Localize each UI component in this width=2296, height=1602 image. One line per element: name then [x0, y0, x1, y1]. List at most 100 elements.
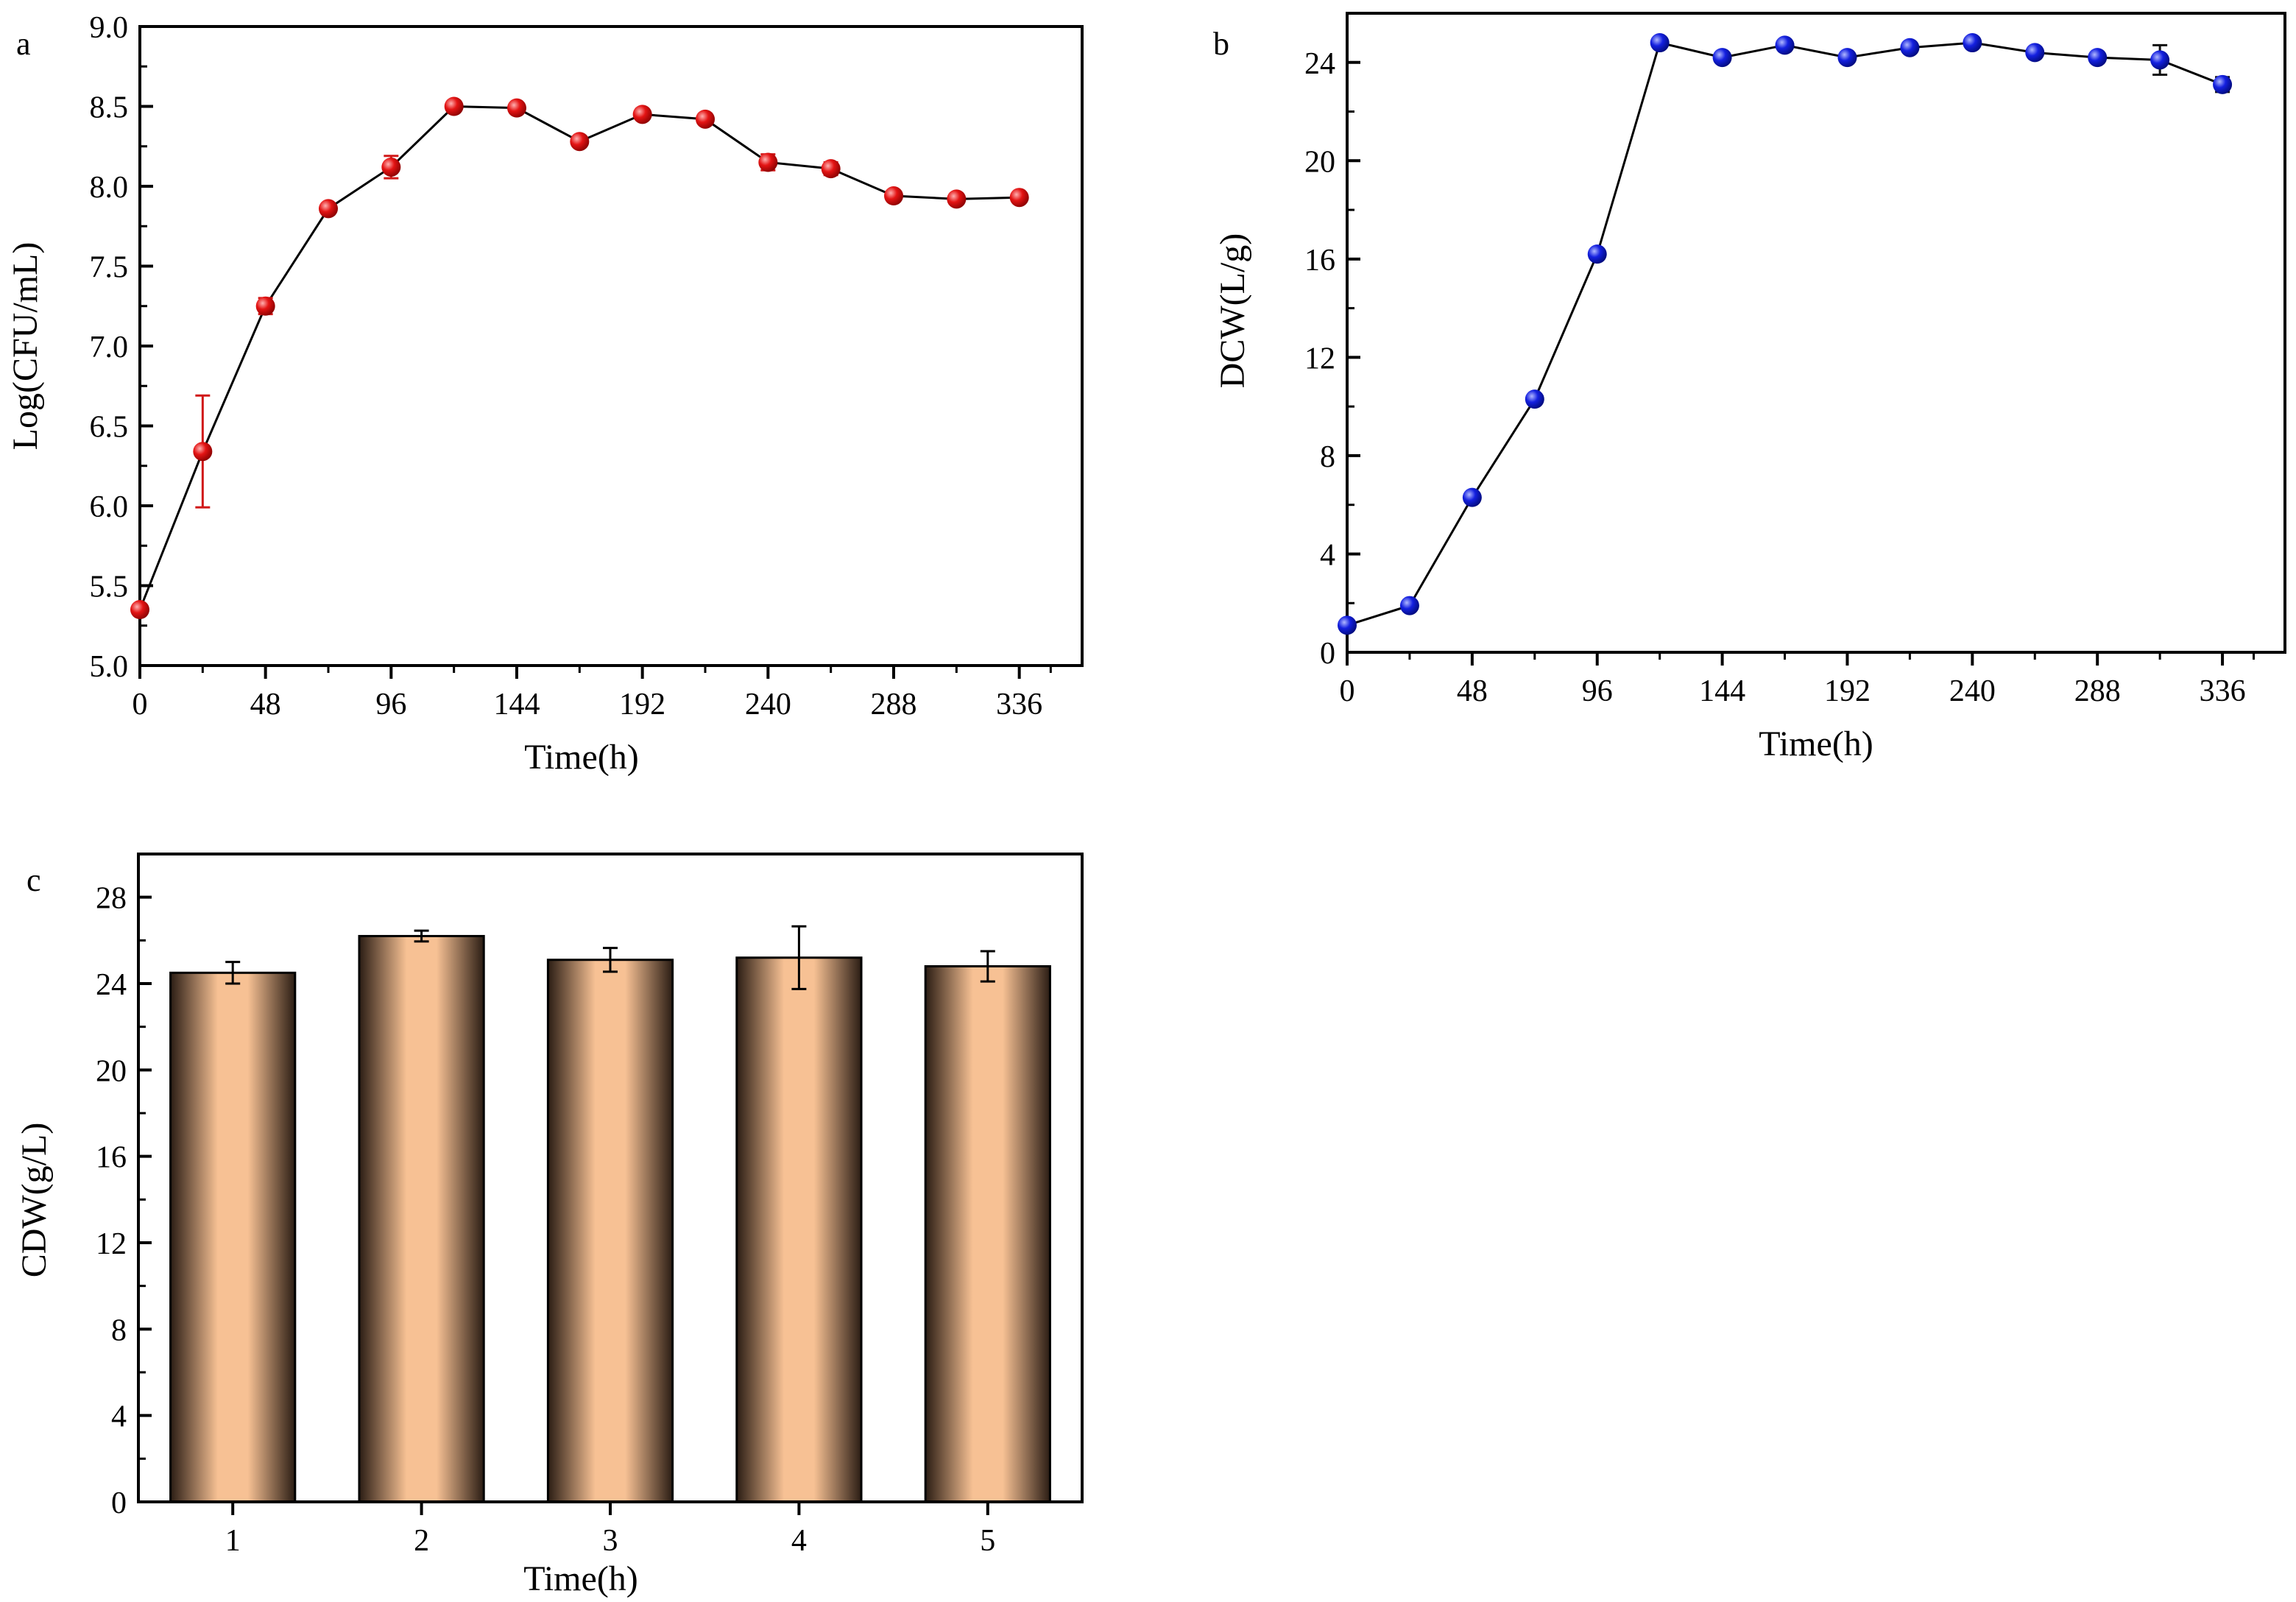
a-data-point [758, 152, 778, 172]
b-data-point [1963, 33, 1982, 53]
a-data-point [632, 105, 652, 124]
panel-a-letter: a [16, 26, 31, 62]
c-bar [546, 959, 674, 1503]
b-x-tick-label: 192 [1824, 674, 1871, 708]
panel-b-x-axis-label: Time(h) [1759, 724, 1873, 763]
c-y-tick-label: 0 [111, 1486, 127, 1520]
b-data-point [2088, 48, 2108, 68]
b-data-point [1338, 615, 1357, 635]
a-y-tick-label: 8.0 [90, 171, 129, 205]
c-bar [358, 934, 485, 1503]
c-y-tick-label: 8 [111, 1313, 127, 1347]
c-y-tick-label: 28 [96, 882, 127, 916]
b-data-point [1587, 244, 1607, 264]
panel-c-y-axis-label: CDW(g/L) [15, 1123, 54, 1278]
a-x-tick-label: 240 [745, 688, 791, 721]
c-y-tick-label: 12 [96, 1227, 127, 1261]
b-data-point [2213, 74, 2233, 94]
a-x-tick-label: 288 [871, 688, 917, 721]
a-y-tick-label: 5.0 [90, 650, 129, 684]
c-y-tick-label: 24 [96, 968, 127, 1002]
b-data-point [1837, 48, 1857, 68]
a-data-point [444, 96, 464, 116]
c-x-tick-label: 2 [414, 1524, 429, 1558]
panel-c-letter: c [27, 862, 41, 898]
c-x-tick-label: 5 [980, 1524, 995, 1558]
a-y-tick-label: 8.5 [90, 91, 129, 125]
a-y-tick-label: 9.0 [90, 11, 129, 45]
panel-c-y-ticks: 0 4 8 12 16 20 24 28 [96, 882, 152, 1520]
b-y-tick-label: 24 [1304, 47, 1335, 81]
panel-a-x-ticks: 0 48 96 144 192 240 288 336 [133, 666, 1052, 721]
c-x-tick-label: 3 [603, 1524, 618, 1558]
b-data-point [2150, 50, 2170, 70]
c-y-tick-label: 4 [111, 1400, 127, 1434]
a-x-tick-label: 336 [996, 688, 1042, 721]
panel-b-plot-frame [1346, 12, 2286, 654]
c-y-tick-label: 16 [96, 1141, 127, 1175]
panel-a-x-axis-label: Time(h) [524, 738, 639, 777]
b-y-tick-label: 16 [1304, 244, 1335, 278]
a-data-point [1009, 188, 1029, 208]
panel-c-bars [169, 925, 1051, 1503]
b-data-point [1462, 487, 1482, 507]
b-data-point [1399, 596, 1419, 615]
c-y-tick-label: 20 [96, 1054, 127, 1088]
b-series-line [1346, 41, 2223, 627]
a-data-point [696, 109, 715, 129]
b-data-point [1900, 38, 1920, 57]
a-data-point [319, 199, 338, 219]
b-data-point [1712, 48, 1732, 68]
a-x-tick-label: 192 [619, 688, 665, 721]
b-x-tick-label: 336 [2200, 674, 2246, 708]
b-x-tick-label: 144 [1699, 674, 1745, 708]
panel-a-y-axis-label: Log(CFU/mL) [6, 242, 45, 451]
c-bar [735, 956, 863, 1503]
panel-b-letter: b [1213, 26, 1229, 62]
c-x-tick-label: 1 [225, 1524, 241, 1558]
a-x-tick-label: 144 [494, 688, 540, 721]
a-y-tick-label: 7.0 [90, 331, 129, 364]
a-y-tick-label: 6.0 [90, 490, 129, 524]
a-data-point [821, 159, 841, 179]
a-y-tick-label: 5.5 [90, 571, 129, 604]
a-y-tick-label: 6.5 [90, 411, 129, 445]
a-x-tick-label: 96 [375, 688, 406, 721]
a-series-line [138, 105, 1020, 610]
panel-a-plot-frame [138, 25, 1084, 667]
a-x-tick-label: 0 [133, 688, 148, 721]
b-y-tick-label: 8 [1320, 440, 1335, 474]
b-y-tick-label: 4 [1320, 538, 1335, 572]
b-data-point [1525, 389, 1544, 409]
a-data-point [884, 186, 903, 206]
a-data-point [193, 442, 213, 462]
a-data-point [381, 157, 401, 177]
panel-c-x-axis-label: Time(h) [523, 1559, 638, 1598]
panel-a: a 5.0 5.5 6.0 6.5 7.0 7.5 8.0 8.5 9.0 0 48 96 144 19… [6, 11, 1084, 777]
a-y-tick-label: 7.5 [90, 251, 129, 285]
panel-a-series [130, 96, 1029, 620]
panel-a-y-ticks: 5.0 5.5 6.0 6.5 7.0 7.5 8.0 8.5 9.0 [90, 11, 153, 684]
b-x-tick-label: 48 [1457, 674, 1488, 708]
b-data-point [1650, 33, 1670, 53]
a-data-point [255, 296, 275, 316]
b-data-point [1775, 35, 1795, 55]
a-data-point [130, 600, 149, 620]
c-x-tick-label: 4 [791, 1524, 807, 1558]
a-data-point [947, 189, 967, 209]
panel-c-x-ticks: 1 2 3 4 5 [225, 1502, 995, 1558]
panel-b-series [1338, 33, 2233, 635]
a-x-tick-label: 48 [250, 688, 281, 721]
c-bar [924, 965, 1051, 1503]
b-x-tick-label: 0 [1340, 674, 1355, 708]
c-bar [169, 971, 297, 1503]
panel-b-x-ticks: 0 48 96 144 192 240 288 336 [1340, 652, 2256, 708]
panel-b-y-axis-label: DCW(L/g) [1213, 233, 1252, 389]
b-data-point [2025, 43, 2045, 63]
b-y-tick-label: 0 [1320, 637, 1335, 671]
b-x-tick-label: 96 [1582, 674, 1613, 708]
b-x-tick-label: 240 [1949, 674, 1996, 708]
